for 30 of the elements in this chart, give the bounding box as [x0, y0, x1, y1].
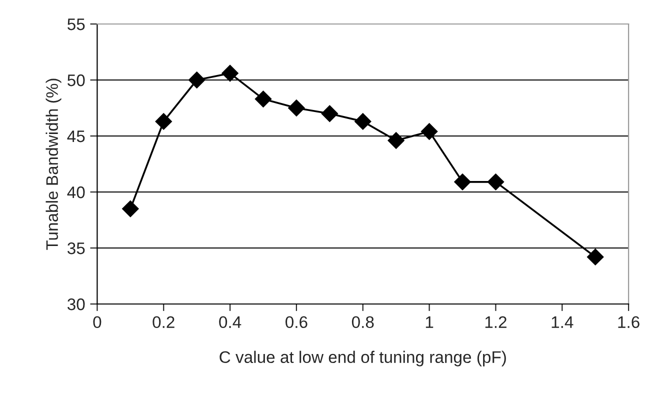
y-tick-label: 55	[68, 18, 85, 30]
point	[586, 248, 604, 266]
point	[122, 200, 139, 218]
point	[155, 113, 172, 130]
x-tick-label: 1.6	[618, 316, 640, 328]
point	[321, 105, 338, 122]
x-tick-label: 0.8	[352, 316, 374, 328]
point	[487, 174, 504, 190]
y-tick-label: 45	[67, 130, 85, 142]
y-tick-label: 35	[67, 242, 85, 254]
x-tick-label: 0	[93, 316, 102, 328]
point	[354, 113, 372, 130]
point	[388, 132, 404, 149]
x-tick-label: 1	[426, 316, 434, 328]
x-tick-label: 1.4	[552, 316, 574, 328]
x-tick-label: 0.6	[286, 316, 308, 328]
y-tick-label: 50	[68, 74, 85, 86]
point	[288, 100, 305, 116]
point	[454, 174, 471, 190]
point	[188, 72, 206, 88]
x-axis-title: C value at low end of tuning range (pF)	[220, 350, 506, 366]
point	[420, 123, 438, 140]
x-tick-label: 1.2	[485, 316, 506, 328]
x-tick-label: 0.2	[152, 316, 174, 328]
point	[222, 64, 238, 82]
x-tick-label: 0.4	[219, 316, 242, 328]
y-tick-label: 40	[67, 186, 85, 198]
y-tick-label: 30	[67, 298, 85, 310]
point	[254, 90, 272, 108]
y-axis-title: Tunable Bandwidth (%)	[46, 78, 62, 250]
